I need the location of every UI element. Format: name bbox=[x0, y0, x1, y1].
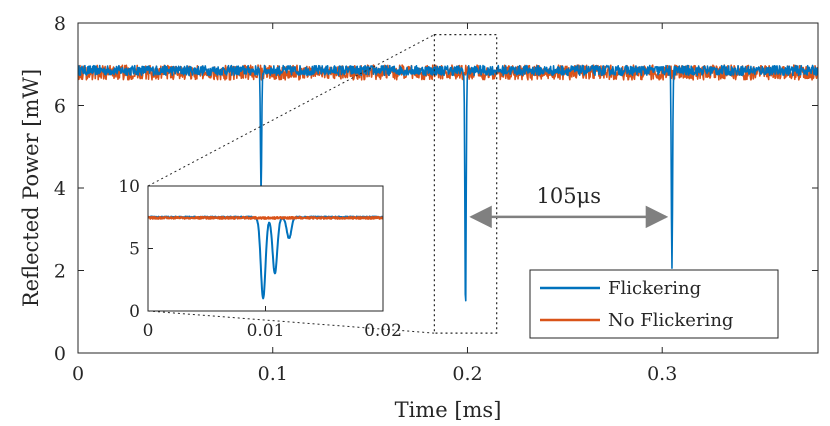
main-axes: 0 0.1 0.2 0.3 0 2 4 6 8 bbox=[54, 13, 818, 385]
y-tick-label: 8 bbox=[54, 13, 66, 35]
y-tick-label: 2 bbox=[54, 261, 66, 283]
x-tick-label: 0.3 bbox=[647, 363, 677, 385]
y-tick-label: 4 bbox=[54, 178, 66, 200]
x-tick-label: 0.1 bbox=[258, 363, 288, 385]
series-line-flickering bbox=[78, 64, 818, 302]
legend-box bbox=[529, 269, 779, 339]
zoom-indicator bbox=[147, 34, 498, 334]
inset-y-tick-label: 10 bbox=[118, 177, 140, 197]
x-axis-label: Time [ms] bbox=[395, 398, 502, 422]
period-label: 105μs bbox=[536, 184, 601, 208]
y-tick-label: 0 bbox=[54, 343, 66, 365]
legend-label-flickering: Flickering bbox=[608, 278, 701, 299]
y-tick-label: 6 bbox=[54, 96, 66, 118]
inset-y-tick-label: 5 bbox=[129, 240, 140, 260]
x-tick-label: 0.2 bbox=[452, 363, 482, 385]
inset-plot: 0 0.01 0.02 0 5 10 bbox=[118, 177, 402, 341]
inset-x-tick-label: 0 bbox=[143, 321, 154, 341]
inset-y-tick-label: 0 bbox=[129, 302, 140, 322]
inset-x-tick-label: 0.02 bbox=[364, 321, 402, 341]
x-tick-label: 0 bbox=[72, 363, 84, 385]
legend: Flickering No Flickering bbox=[529, 269, 779, 339]
inset-series-group bbox=[148, 215, 383, 300]
inset-axes: 0 0.01 0.02 0 5 10 bbox=[118, 177, 402, 341]
zoom-connector-top bbox=[147, 34, 435, 187]
period-annotation: 105μs bbox=[469, 184, 669, 229]
inset-x-tick-label: 0.01 bbox=[247, 321, 285, 341]
zoom-box bbox=[433, 34, 498, 334]
main-series-group bbox=[78, 64, 818, 302]
y-axis-label: Reflected Power [mW] bbox=[19, 69, 43, 307]
legend-label-no-flickering: No Flickering bbox=[608, 310, 733, 331]
inset-series-line-no-flickering bbox=[148, 215, 383, 220]
